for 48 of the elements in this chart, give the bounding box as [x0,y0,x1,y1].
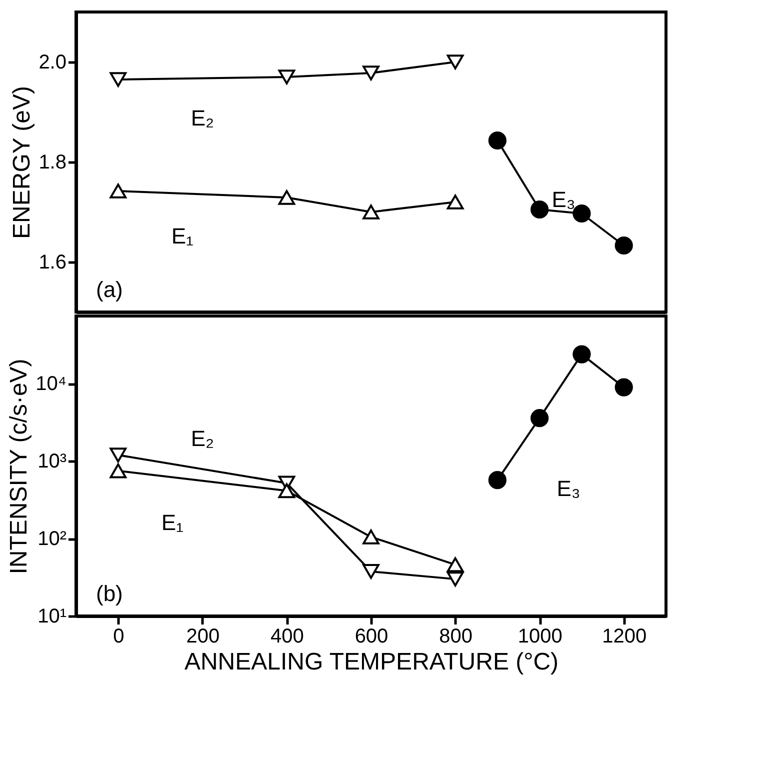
point [278,483,296,498]
x-tick-label: 200 [186,626,220,648]
y-tick-label: 2.0 [38,52,66,74]
y-tick-label: 1.8 [38,152,66,174]
point [110,448,127,462]
point [446,54,464,70]
x-axis-title: ANNEALING TEMPERATURE (°C) [184,648,559,676]
point [446,572,464,586]
series-label: E₂ [190,105,214,130]
y-tick-label: 10² [38,528,67,550]
x-tick-label: 0 [113,626,124,648]
x-tick-label: 800 [439,626,472,648]
x-tick-label: 600 [354,626,388,648]
y-tick-label: 1.6 [38,252,66,274]
point [446,557,464,572]
annotation: (b) [96,581,123,606]
y-tick-label: 10⁴ [36,373,66,396]
series-label: E₁ [161,510,184,535]
x-tick-label: 1200 [602,626,647,648]
point [572,204,591,223]
series-label: E₃ [552,187,576,212]
y-axis-title: ENERGY (eV) [8,86,36,239]
x-tick-label: 400 [270,626,304,648]
point [488,471,506,490]
point [362,66,380,80]
series-label: E₁ [171,223,194,248]
y-axis-title: INTENSITY (c/s·eV) [6,358,33,574]
point [110,184,127,198]
point [572,345,591,364]
point [362,564,380,579]
y-tick-label: 10³ [38,450,67,473]
series-label: E₂ [190,426,214,452]
point [362,530,380,544]
annotation: (a) [96,277,123,302]
point [530,409,549,428]
point [530,200,549,219]
point [110,463,127,478]
x-tick-label: 1000 [518,626,562,648]
point [446,194,464,210]
point [278,70,296,84]
y-tick-label: 10¹ [38,606,67,628]
point [488,131,506,150]
point [278,190,296,205]
point [614,378,633,396]
text: E₃ [556,476,580,502]
point [362,204,380,220]
point [614,236,633,255]
point [110,72,127,87]
